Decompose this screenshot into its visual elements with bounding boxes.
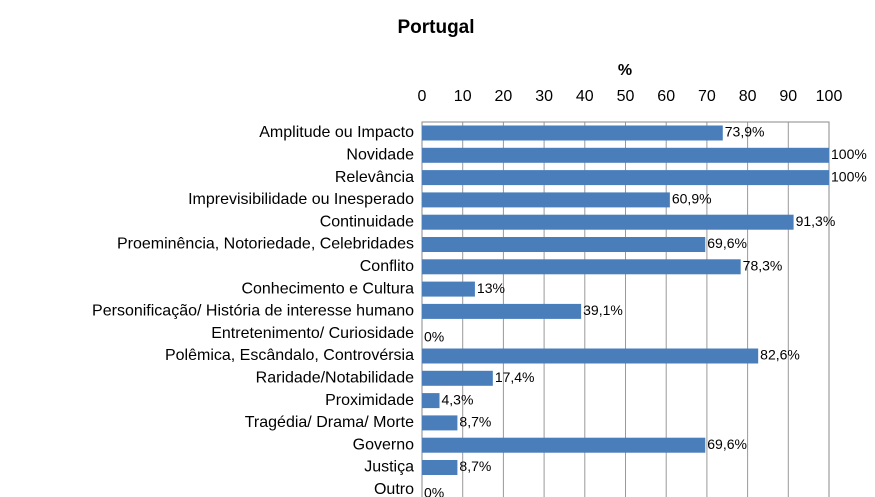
y-tick-label: Governo xyxy=(353,436,414,453)
value-label: 4,3% xyxy=(442,391,474,407)
y-tick-label: Personificação/ História de interesse hu… xyxy=(92,303,414,320)
x-axis-label: % xyxy=(618,62,632,79)
bar xyxy=(422,125,723,141)
y-tick-label: Tragédia/ Drama/ Morte xyxy=(245,414,414,431)
bar xyxy=(422,393,440,409)
y-tick-label: Outro xyxy=(374,481,414,497)
value-label: 39,1% xyxy=(583,302,623,318)
value-label: 0% xyxy=(424,328,444,344)
y-tick-label: Continuidade xyxy=(320,213,414,230)
x-tick-label: 20 xyxy=(495,88,513,105)
value-label: 0% xyxy=(424,485,444,497)
bar xyxy=(422,259,741,275)
y-tick-label: Imprevisibilidade ou Inesperado xyxy=(188,191,414,208)
value-label: 69,6% xyxy=(707,436,747,452)
x-tick-label: 0 xyxy=(418,88,427,105)
bar xyxy=(422,415,458,431)
value-label: 82,6% xyxy=(760,347,800,363)
y-tick-label: Polêmica, Escândalo, Controvérsia xyxy=(165,347,414,364)
value-label: 17,4% xyxy=(495,369,535,385)
bar xyxy=(422,281,475,297)
value-label: 13% xyxy=(477,280,505,296)
bar xyxy=(422,192,670,208)
bar xyxy=(422,437,706,453)
y-tick-label: Novidade xyxy=(346,147,414,164)
value-label: 100% xyxy=(831,146,867,162)
value-label: 78,3% xyxy=(743,258,783,274)
value-label: 73,9% xyxy=(725,124,765,140)
y-tick-label: Proximidade xyxy=(325,392,414,409)
y-tick-label: Justiça xyxy=(364,459,414,476)
x-tick-label: 10 xyxy=(454,88,472,105)
x-tick-label: 100 xyxy=(816,88,843,105)
y-tick-label: Proeminência, Notoriedade, Celebridades xyxy=(117,236,414,253)
value-label: 100% xyxy=(831,168,867,184)
x-tick-label: 60 xyxy=(657,88,675,105)
bar xyxy=(422,348,759,364)
x-tick-label: 30 xyxy=(535,88,553,105)
value-label: 69,6% xyxy=(707,235,747,251)
y-tick-label: Entretenimento/ Curiosidade xyxy=(211,325,414,342)
bar xyxy=(422,370,493,386)
x-tick-label: 80 xyxy=(739,88,757,105)
bar xyxy=(422,237,706,252)
chart-title: Portugal xyxy=(397,17,474,38)
x-tick-label: 70 xyxy=(698,88,716,105)
y-tick-label: Conflito xyxy=(360,258,414,275)
x-tick-label: 40 xyxy=(576,88,594,105)
x-tick-label: 50 xyxy=(617,88,635,105)
value-label: 91,3% xyxy=(796,213,836,229)
bar xyxy=(422,170,829,186)
value-label: 8,7% xyxy=(459,414,491,430)
y-tick-label: Conhecimento e Cultura xyxy=(241,280,414,297)
x-tick-label: 90 xyxy=(779,88,797,105)
bar xyxy=(422,460,458,475)
y-tick-label: Amplitude ou Impacto xyxy=(259,124,414,141)
bar xyxy=(422,147,829,163)
bar xyxy=(422,303,582,319)
bar xyxy=(422,214,794,230)
y-tick-label: Raridade/Notabilidade xyxy=(256,370,414,387)
value-label: 60,9% xyxy=(672,191,712,207)
value-label: 8,7% xyxy=(459,458,491,474)
y-tick-label: Relevância xyxy=(335,169,414,186)
